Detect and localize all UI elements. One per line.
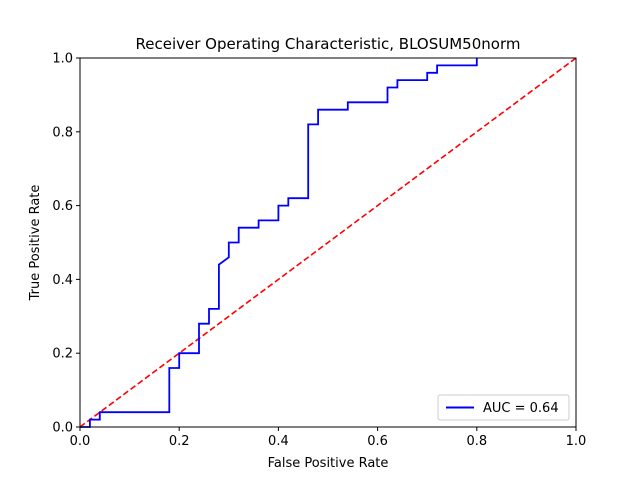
chance-diagonal-line xyxy=(79,57,577,428)
x-axis-label: False Positive Rate xyxy=(268,456,389,471)
x-tick-label: 0.8 xyxy=(466,434,487,449)
y-tick-label: 0.4 xyxy=(52,273,73,288)
x-tick-label: 0.6 xyxy=(367,434,388,449)
y-tick-label: 0.2 xyxy=(52,347,73,362)
plot-area xyxy=(79,57,577,428)
x-tick-label: 0.2 xyxy=(169,434,190,449)
y-tick-label: 0.0 xyxy=(52,421,73,436)
legend: AUC = 0.64 xyxy=(437,394,570,421)
plot-frame xyxy=(79,57,577,428)
y-axis-label: True Positive Rate xyxy=(28,185,43,302)
y-axis: 0.0 0.2 0.4 0.6 0.8 1.0 xyxy=(52,52,80,436)
x-tick-label: 0.0 xyxy=(70,434,91,449)
y-tick-label: 0.6 xyxy=(52,199,73,214)
x-tick-label: 1.0 xyxy=(566,434,587,449)
legend-label: AUC = 0.64 xyxy=(483,401,559,416)
y-tick-label: 1.0 xyxy=(52,52,73,67)
x-tick-label: 0.4 xyxy=(268,434,289,449)
chart-title: Receiver Operating Characteristic, BLOSU… xyxy=(136,35,521,53)
y-tick-label: 0.8 xyxy=(52,125,73,140)
legend-box xyxy=(437,394,570,421)
roc-curve-line xyxy=(80,58,478,428)
x-axis: 0.0 0.2 0.4 0.6 0.8 1.0 xyxy=(70,427,587,449)
